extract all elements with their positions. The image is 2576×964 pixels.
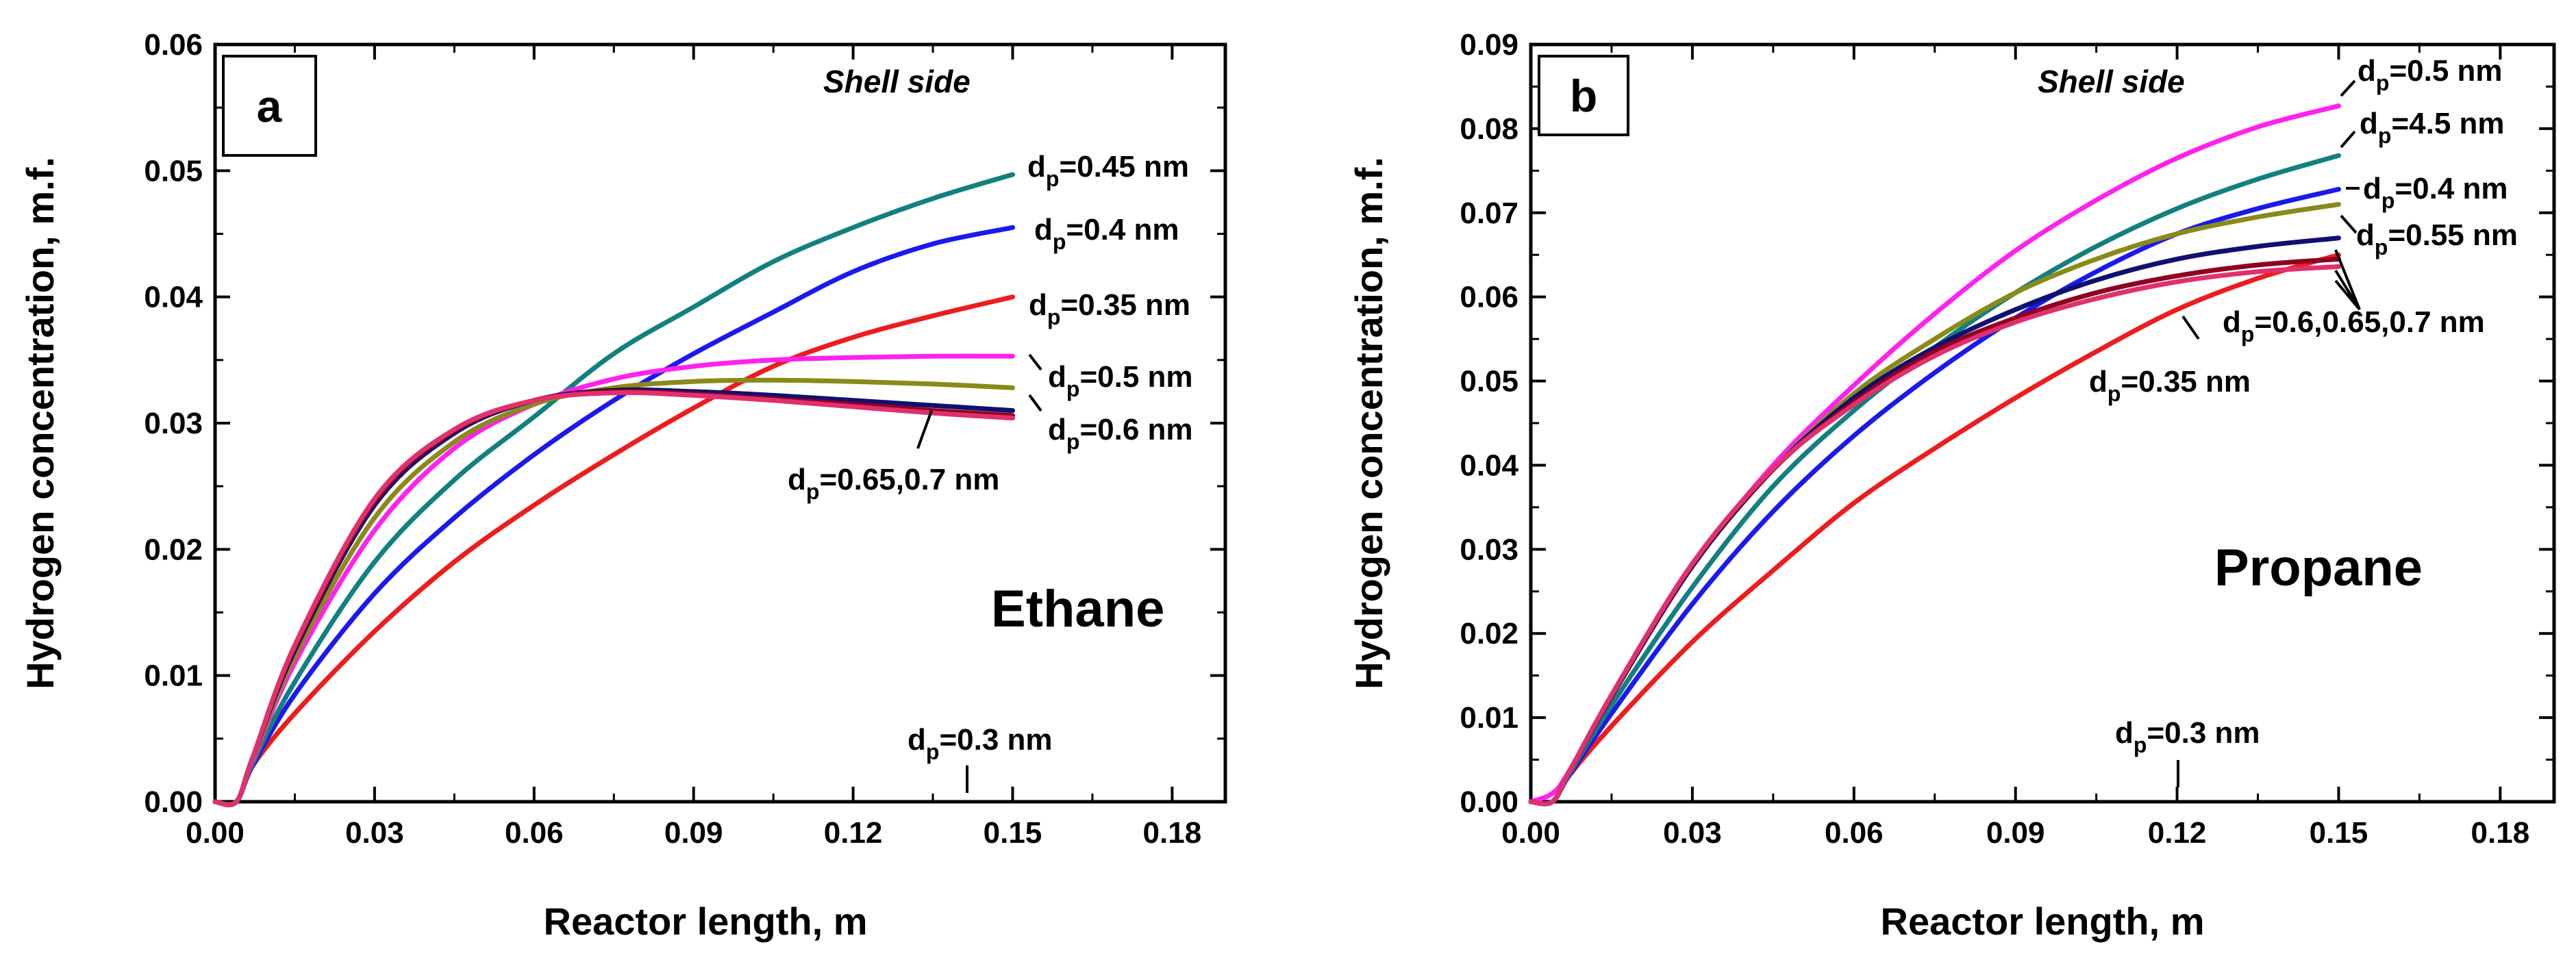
leader-line-b-035	[2181, 315, 2200, 340]
curve-label-a-06: dp=0.6 nm	[1048, 413, 1193, 454]
series-line	[1528, 264, 2341, 807]
panel-letter-box-a	[222, 55, 317, 157]
y-axis-title-b: Hydrogen concentration, m.f.	[1347, 157, 1390, 689]
series-line	[212, 294, 1015, 807]
y-tick-label: 0.03	[144, 407, 203, 440]
x-tick-label: 0.06	[505, 816, 564, 850]
curve-label-b-055: dp=0.55 nm	[2356, 218, 2518, 259]
leader-line-b-055	[2340, 214, 2358, 234]
curve-label-a-05: dp=0.5 nm	[1048, 360, 1193, 401]
y-tick-label: 0.02	[1460, 617, 1518, 650]
y-tick-label: 0.05	[144, 154, 203, 188]
x-tick-label: 0.12	[2148, 816, 2207, 850]
x-tick-label: 0.15	[984, 816, 1042, 850]
series-line	[1528, 186, 2341, 807]
leader-line-a-05	[1028, 353, 1042, 371]
x-tick-label: 0.03	[1663, 816, 1722, 850]
series-group-a	[212, 172, 1015, 808]
y-tick-label: 0.05	[1460, 365, 1518, 398]
x-tick-label: 0.06	[1825, 816, 1884, 850]
x-tick-label: 0.03	[345, 816, 404, 850]
series-line	[212, 225, 1015, 807]
y-tick-label: 0.03	[1460, 533, 1518, 566]
leader-line-a-065	[916, 410, 933, 449]
curve-label-a-065-07: dp=0.65,0.7 nm	[788, 463, 999, 504]
x-tick-label: 0.09	[1986, 816, 2045, 850]
leader-line-b-06a	[2334, 249, 2361, 310]
curve-label-b-45: dp=4.5 nm	[2360, 107, 2505, 148]
y-tick-label: 0.00	[1460, 785, 1518, 819]
leader-line-b-05	[2340, 79, 2356, 97]
curve-label-a-03: dp=0.3 nm	[908, 723, 1053, 764]
y-tick-label: 0.04	[1460, 448, 1518, 482]
series-group-b	[1528, 103, 2341, 807]
series-line	[212, 172, 1015, 807]
curve-label-b-035: dp=0.35 nm	[2089, 365, 2251, 406]
curve-label-a-04: dp=0.4 nm	[1034, 213, 1179, 254]
y-tick-label: 0.08	[1460, 112, 1518, 146]
y-tick-label: 0.02	[144, 533, 203, 566]
y-tick-label: 0.01	[144, 659, 203, 693]
x-tick-label: 0.00	[1501, 816, 1560, 850]
series-line	[1528, 153, 2341, 807]
axis-ticks-b: 0.00 0.03 0.06 0.09 0.12 0.15 0.18 0.00 0.01 0.02…	[1460, 28, 2554, 850]
axis-ticks-a: 0.00 0.03 0.06 0.09 0.12 0.15 0.18 0.00 0.01 0.02…	[144, 28, 1225, 850]
chart-panel-b: 0.00 0.03 0.06 0.09 0.12 0.15 0.18 0.00 0.01 0.02…	[1347, 28, 2556, 943]
x-tick-label: 0.15	[2310, 816, 2368, 850]
panel-letter-box-b	[1538, 55, 1629, 136]
x-tick-label: 0.18	[2471, 816, 2530, 850]
x-axis-title-a: Reactor length, m	[544, 900, 868, 943]
series-line	[1528, 252, 2341, 807]
curve-label-a-045: dp=0.45 nm	[1027, 150, 1189, 191]
x-tick-label: 0.12	[824, 816, 883, 850]
y-tick-label: 0.07	[1460, 196, 1518, 230]
series-line	[212, 390, 1015, 808]
shell-side-label-a: Shell side	[823, 64, 971, 99]
gas-label-ethane: Ethane	[991, 580, 1164, 638]
panel-letter-b: b	[1570, 71, 1597, 121]
leader-line-b-45	[2340, 130, 2356, 149]
chart-panel-a: 0.00 0.03 0.06 0.09 0.12 0.15 0.18 0.00 0.01 0.02…	[18, 28, 1227, 943]
y-tick-label: 0.04	[144, 281, 203, 314]
curve-label-b-04: dp=0.4 nm	[2363, 172, 2508, 213]
y-tick-label: 0.06	[144, 28, 203, 62]
y-tick-label: 0.00	[144, 785, 203, 819]
x-tick-label: 0.00	[186, 816, 245, 850]
x-axis-title-b: Reactor length, m	[1881, 900, 2205, 943]
panel-letter-a: a	[257, 81, 283, 131]
y-tick-label: 0.06	[1460, 281, 1518, 314]
curve-label-b-05: dp=0.5 nm	[2358, 54, 2503, 95]
shell-side-label-b: Shell side	[2038, 64, 2185, 99]
leader-line-b-06c	[2334, 279, 2361, 311]
y-tick-label: 0.01	[1460, 701, 1518, 735]
y-axis-title-a: Hydrogen concentration, m.f.	[18, 157, 62, 689]
plot-frame-b	[1529, 42, 2556, 804]
gas-label-propane: Propane	[2214, 539, 2423, 597]
x-tick-label: 0.18	[1143, 816, 1202, 850]
curve-label-a-035: dp=0.35 nm	[1029, 288, 1190, 329]
y-tick-label: 0.09	[1460, 28, 1518, 62]
curve-label-b-06-065-07: dp=0.6,0.65,0.7 nm	[2223, 305, 2485, 346]
x-tick-label: 0.09	[664, 816, 723, 850]
curve-label-b-03: dp=0.3 nm	[2115, 716, 2260, 757]
series-line	[1528, 103, 2341, 804]
leader-line-a-06	[1028, 394, 1042, 412]
